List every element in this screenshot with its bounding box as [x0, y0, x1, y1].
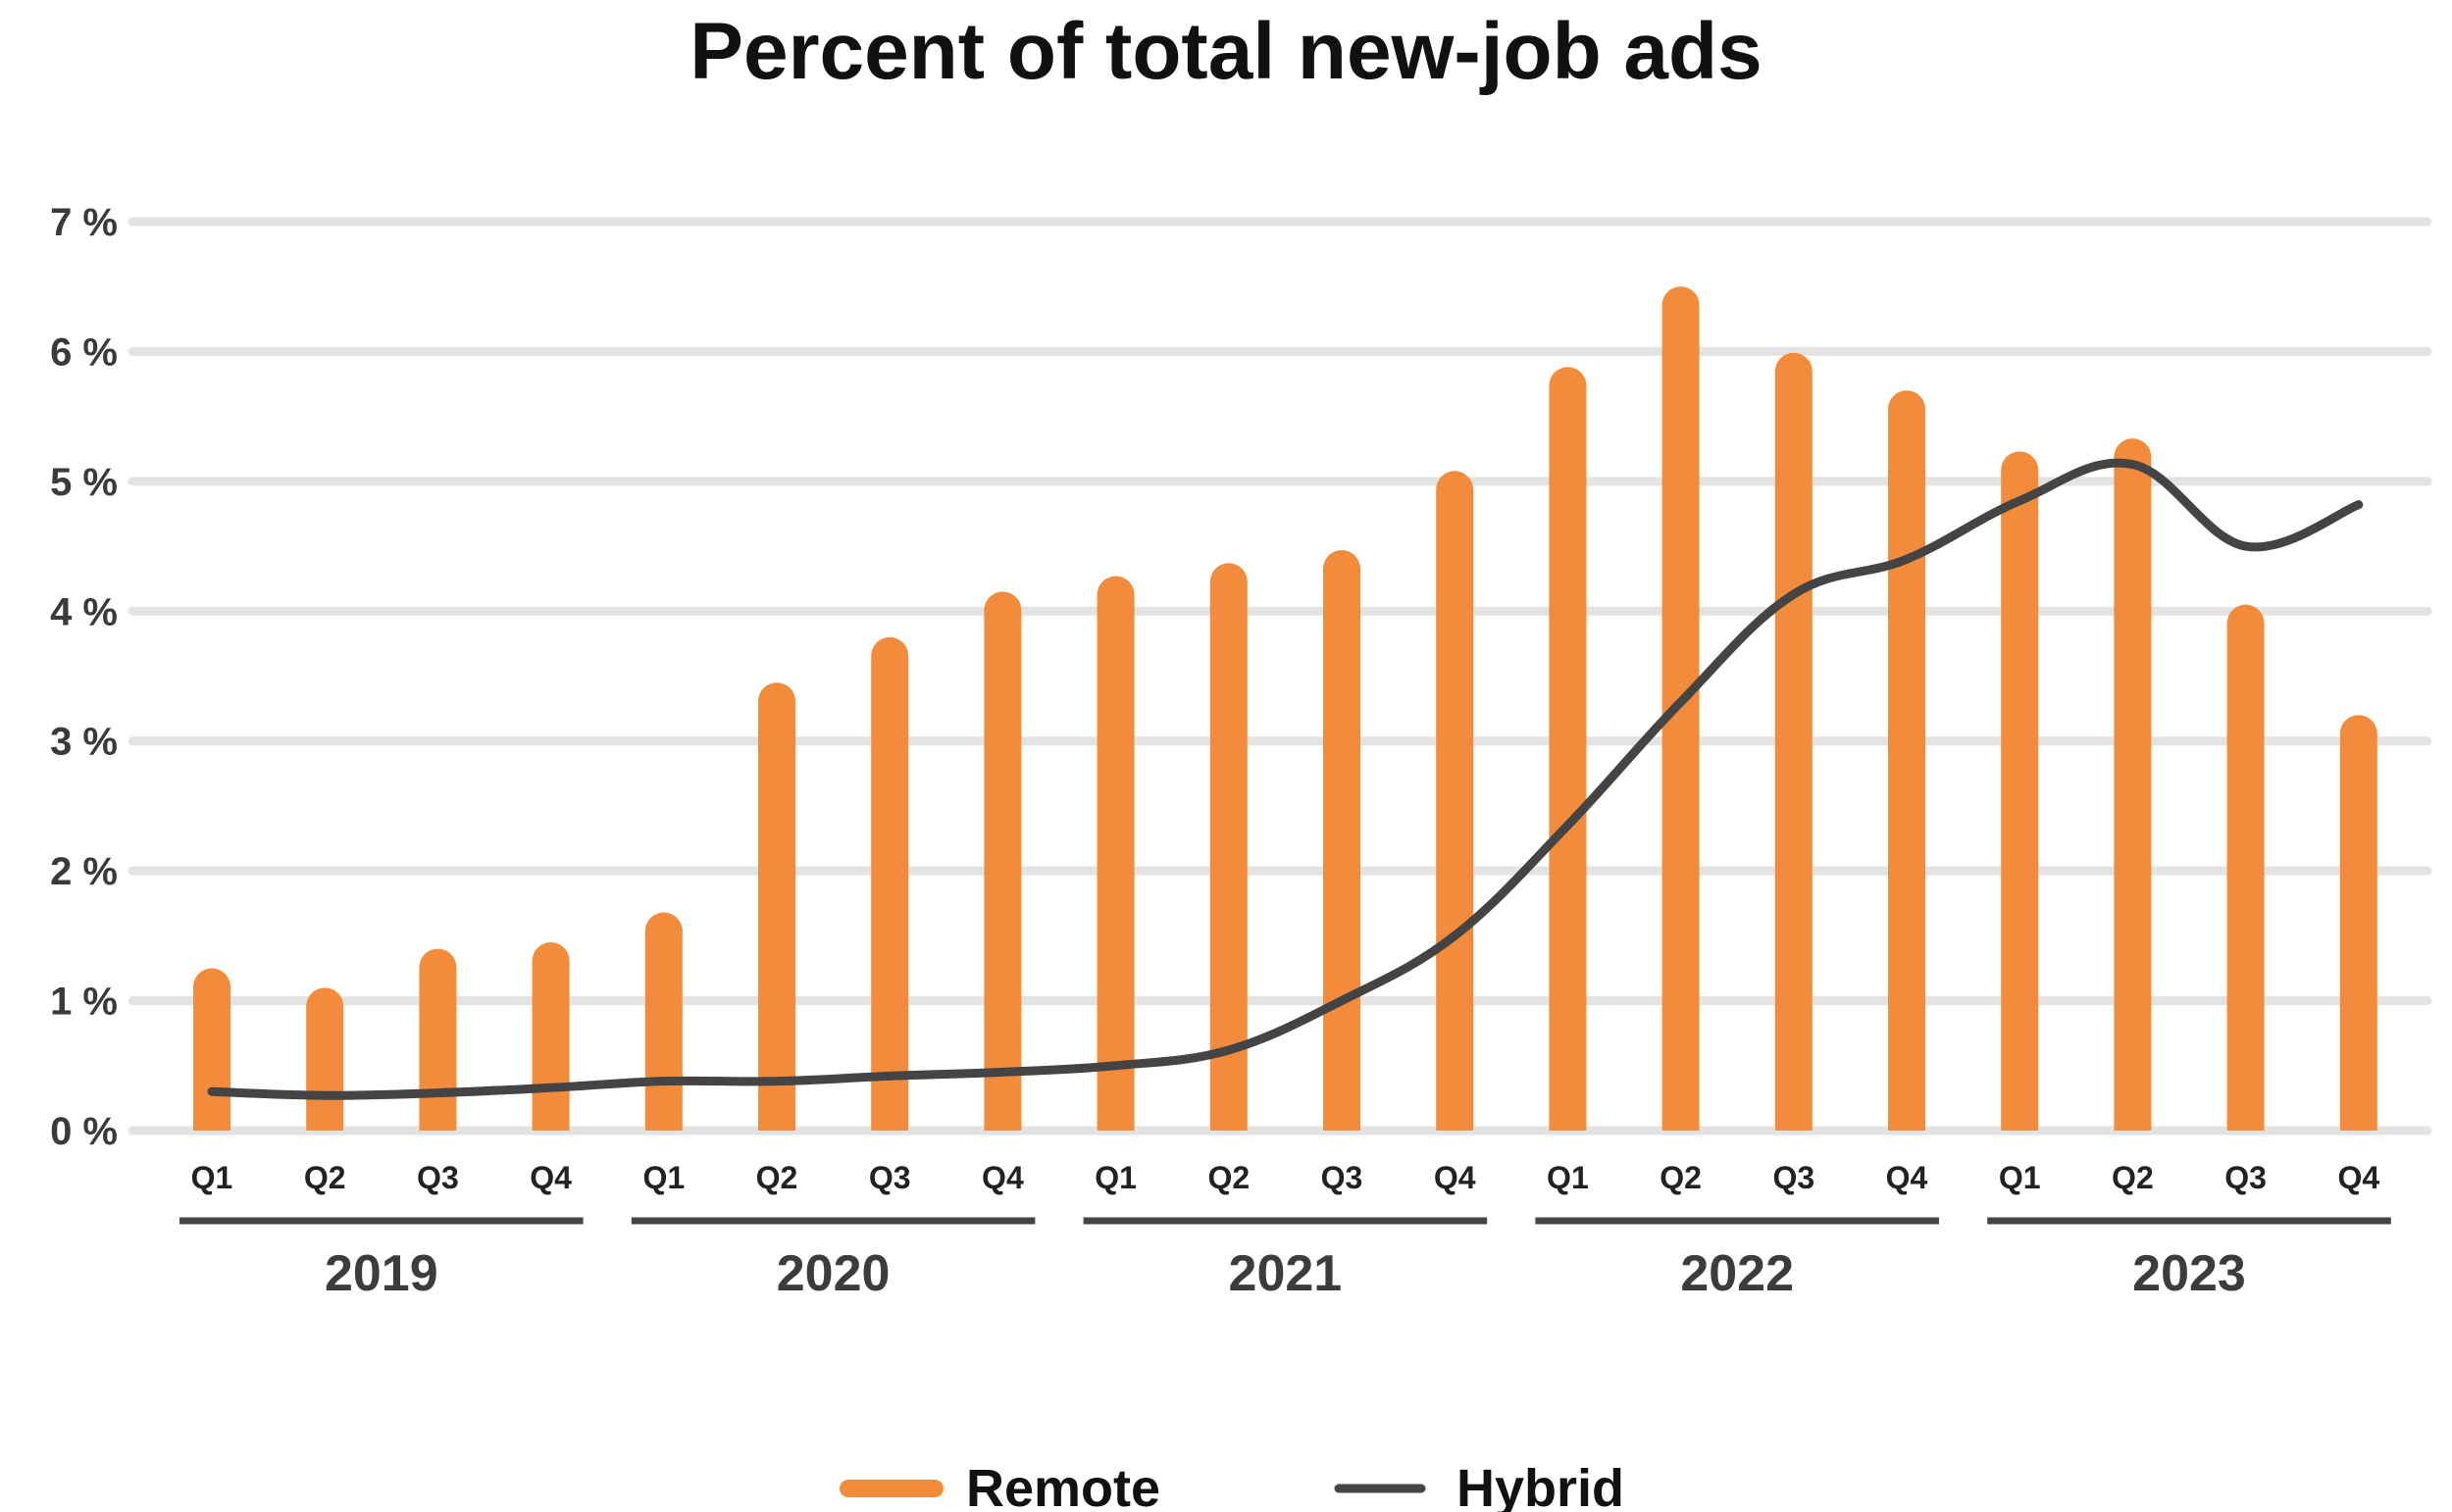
y-axis-ticks: 0 % 1 % 2 % 3 % 4 % 5 % 6 % 7 %: [50, 201, 118, 1153]
remote-bar: [1323, 550, 1360, 1131]
remote-bar: [419, 948, 457, 1131]
quarter-tick-label: Q2: [304, 1160, 346, 1195]
remote-bar: [871, 636, 909, 1131]
legend-label-remote: Remote: [966, 1459, 1160, 1512]
quarter-tick-label: Q4: [1886, 1160, 1928, 1195]
legend: Remote Hybrid: [840, 1459, 1624, 1512]
y-tick-label: 6 %: [50, 330, 118, 374]
remote-bar: [2114, 438, 2152, 1131]
quarter-tick-label: Q3: [417, 1160, 459, 1195]
quarter-tick-label: Q3: [1321, 1160, 1363, 1195]
remote-bar: [1774, 352, 1813, 1131]
y-tick-label: 1 %: [50, 981, 118, 1024]
y-tick-label: 7 %: [50, 201, 118, 244]
y-tick-label: 4 %: [50, 590, 118, 633]
quarter-tick-label: Q1: [1999, 1160, 2041, 1195]
quarter-tick-label: Q2: [1660, 1160, 1702, 1195]
y-tick-label: 5 %: [50, 461, 118, 504]
gridlines: [128, 217, 2432, 1135]
quarter-tick-label: Q2: [2112, 1160, 2154, 1195]
quarter-tick-label: Q2: [1207, 1160, 1250, 1195]
hybrid-line: [207, 458, 2364, 1100]
remote-bar: [532, 941, 570, 1131]
remote-bar: [1661, 286, 1700, 1131]
quarter-tick-label: Q1: [1547, 1160, 1589, 1195]
remote-bar: [644, 912, 683, 1131]
quarter-tick-label: Q4: [530, 1160, 572, 1195]
remote-bar: [1209, 563, 1248, 1131]
remote-bars: [193, 286, 2377, 1132]
y-tick-label: 3 %: [50, 721, 118, 764]
quarter-tick-label: Q1: [191, 1160, 233, 1195]
year-label: 2022: [1680, 1245, 1794, 1302]
chart-title: Percent of total new-job ads: [690, 7, 1762, 96]
remote-bar: [1436, 471, 1474, 1131]
quarter-tick-label: Q2: [756, 1160, 798, 1195]
year-label: 2019: [325, 1245, 438, 1302]
remote-bar: [2339, 715, 2377, 1131]
remote-bar: [2001, 451, 2039, 1131]
remote-bar: [2226, 604, 2265, 1131]
year-label: 2023: [2132, 1245, 2246, 1302]
y-tick-label: 0 %: [50, 1110, 118, 1153]
quarter-tick-label: Q4: [2337, 1160, 2379, 1195]
quarter-tick-label: Q3: [869, 1160, 911, 1195]
x-axis-year-groups: 2019 2020 2021 2022 2023: [179, 1217, 2391, 1302]
quarter-tick-label: Q4: [1434, 1160, 1476, 1195]
quarter-tick-label: Q1: [1095, 1160, 1137, 1195]
remote-bar: [306, 987, 344, 1131]
remote-bar: [984, 591, 1022, 1131]
remote-bar: [1888, 390, 1925, 1132]
remote-bar: [193, 968, 231, 1131]
legend-label-hybrid: Hybrid: [1456, 1459, 1624, 1512]
quarter-tick-label: Q4: [982, 1160, 1024, 1195]
hybrid-line-layer: [207, 458, 2364, 1100]
y-tick-label: 2 %: [50, 850, 118, 893]
remote-bar: [1097, 576, 1135, 1131]
x-axis-quarter-ticks: Q1 Q2 Q3 Q4 Q1 Q2 Q3 Q4 Q1 Q2 Q3 Q4 Q1 Q2 Q3 Q4 Q1 Q2 Q3 Q4: [191, 1160, 2380, 1195]
quarter-tick-label: Q1: [642, 1160, 685, 1195]
remote-bar: [758, 682, 795, 1131]
remote-bar: [1549, 367, 1587, 1131]
year-label: 2020: [777, 1245, 891, 1302]
quarter-tick-label: Q3: [2224, 1160, 2267, 1195]
year-label: 2021: [1229, 1245, 1343, 1302]
quarter-tick-label: Q3: [1772, 1160, 1814, 1195]
